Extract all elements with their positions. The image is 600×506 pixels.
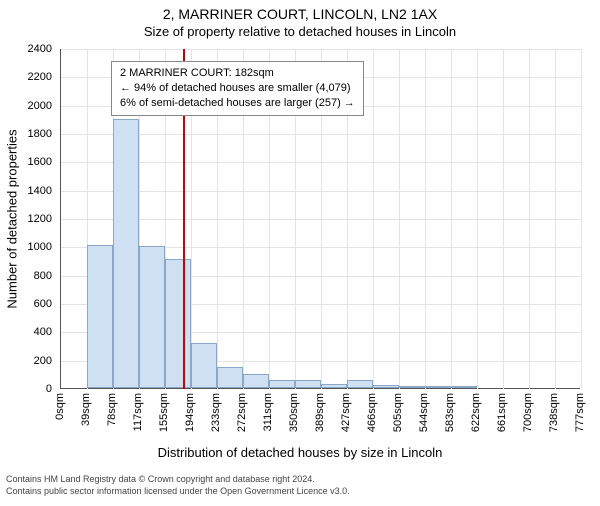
- xtick-label: 233sqm: [210, 393, 222, 432]
- ytick-label: 2200: [2, 71, 52, 83]
- xtick-label: 583sqm: [444, 393, 456, 432]
- histogram-bar: [373, 385, 399, 388]
- info-box-line: ← 94% of detached houses are smaller (4,…: [120, 81, 355, 96]
- xtick-label: 194sqm: [184, 393, 196, 432]
- ytick-label: 1200: [2, 213, 52, 225]
- histogram-bar: [165, 259, 191, 388]
- histogram-bar: [425, 386, 451, 388]
- xtick-label: 466sqm: [366, 393, 378, 432]
- xtick-label: 117sqm: [132, 393, 144, 431]
- histogram-bar: [295, 380, 321, 389]
- xtick-label: 738sqm: [548, 393, 560, 432]
- ytick-label: 800: [2, 270, 52, 282]
- ytick-label: 1800: [2, 128, 52, 140]
- xtick-label: 389sqm: [314, 393, 326, 432]
- xtick-label: 272sqm: [236, 393, 248, 432]
- xtick-label: 155sqm: [158, 393, 170, 432]
- xtick-label: 505sqm: [392, 393, 404, 432]
- histogram-bar: [139, 246, 165, 388]
- attribution-line-1: Contains HM Land Registry data © Crown c…: [6, 474, 600, 486]
- info-box-line: 6% of semi-detached houses are larger (2…: [120, 96, 355, 111]
- histogram-bar: [451, 386, 477, 388]
- xtick-label: 78sqm: [106, 393, 118, 426]
- histogram-bar: [399, 386, 425, 388]
- ytick-label: 1400: [2, 185, 52, 197]
- histogram-bar: [217, 367, 243, 388]
- ytick-label: 1600: [2, 156, 52, 168]
- histogram-bar: [113, 119, 139, 388]
- gridline-v: [451, 49, 452, 389]
- attribution-text: Contains HM Land Registry data © Crown c…: [6, 474, 600, 497]
- ytick-label: 2000: [2, 100, 52, 112]
- gridline-v: [373, 49, 374, 389]
- xtick-label: 39sqm: [80, 393, 92, 426]
- histogram-bar: [347, 380, 373, 389]
- histogram-bar: [243, 374, 269, 388]
- ytick-label: 200: [2, 355, 52, 367]
- xtick-label: 544sqm: [418, 393, 430, 432]
- gridline-v: [477, 49, 478, 389]
- x-axis-label: Distribution of detached houses by size …: [0, 445, 600, 460]
- xtick-label: 350sqm: [288, 393, 300, 432]
- gridline-v: [581, 49, 582, 389]
- xtick-label: 700sqm: [522, 393, 534, 432]
- gridline-v: [555, 49, 556, 389]
- ytick-label: 0: [2, 383, 52, 395]
- histogram-bar: [87, 245, 113, 388]
- histogram-bar: [269, 380, 295, 389]
- histogram-chart: Number of detached properties 2 MARRINER…: [60, 49, 580, 389]
- gridline-v: [425, 49, 426, 389]
- ytick-label: 2400: [2, 43, 52, 55]
- histogram-bar: [321, 384, 347, 388]
- histogram-bar: [191, 343, 217, 388]
- xtick-label: 427sqm: [340, 393, 352, 432]
- gridline-v: [503, 49, 504, 389]
- xtick-label: 311sqm: [262, 393, 274, 431]
- ytick-label: 600: [2, 298, 52, 310]
- ytick-label: 1000: [2, 241, 52, 253]
- info-box-title: 2 MARRINER COURT: 182sqm: [120, 66, 355, 81]
- xtick-label: 622sqm: [470, 393, 482, 432]
- xtick-label: 777sqm: [574, 393, 586, 432]
- gridline-v: [529, 49, 530, 389]
- ytick-label: 400: [2, 326, 52, 338]
- gridline-v: [399, 49, 400, 389]
- plot-area: 2 MARRINER COURT: 182sqm← 94% of detache…: [60, 49, 580, 389]
- xtick-label: 661sqm: [496, 393, 508, 432]
- page-subtitle: Size of property relative to detached ho…: [0, 24, 600, 39]
- attribution-line-2: Contains public sector information licen…: [6, 486, 600, 498]
- xtick-label: 0sqm: [54, 393, 66, 420]
- page-title: 2, MARRINER COURT, LINCOLN, LN2 1AX: [0, 6, 600, 22]
- info-box: 2 MARRINER COURT: 182sqm← 94% of detache…: [111, 61, 364, 116]
